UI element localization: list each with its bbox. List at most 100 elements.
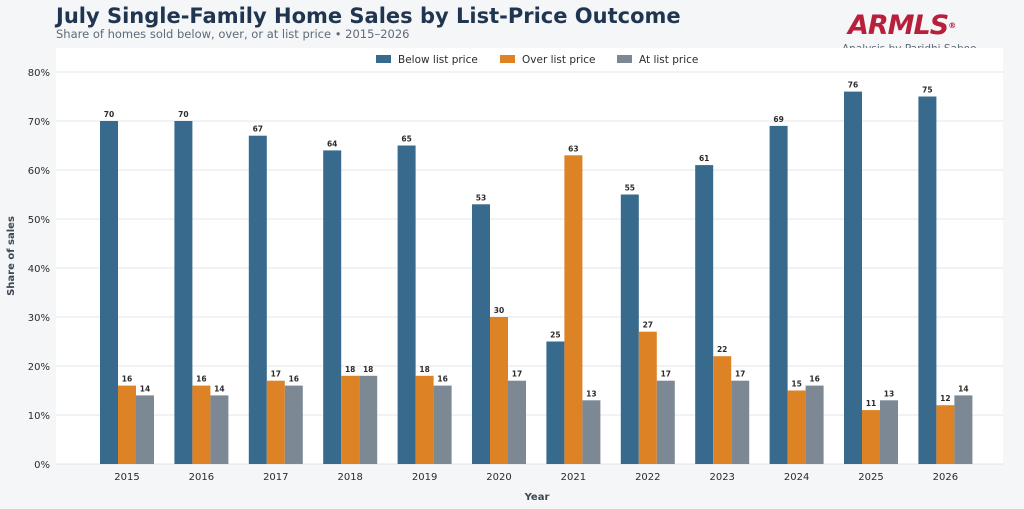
legend-label: At list price [639,54,698,66]
bar-over-list [936,405,955,464]
data-label: 13 [586,389,596,398]
data-label: 16 [289,375,299,384]
data-label: 17 [271,370,281,379]
data-labels: 70 16 14 70 16 14 67 17 16 64 18 18 65 18 16 53 30 17 25 63… [104,81,969,409]
legend: Below list price Over list price At list p… [376,54,698,66]
bar-at-list [359,375,378,464]
x-tick-label: 2022 [635,472,660,483]
data-label: 64 [327,139,337,148]
bar-below-list [248,135,267,464]
bar-below-list [620,194,639,464]
bar-below-list [323,150,342,464]
bar-over-list [638,331,657,464]
data-label: 70 [104,110,114,119]
x-axis-ticks: 2015 2016 2017 2018 2019 2020 2021 2022 2023 2024… [114,472,958,483]
bar-below-list [100,121,118,464]
data-label: 61 [699,154,709,163]
bar-over-list [564,155,583,465]
bar-at-list [880,400,898,464]
chart-subtitle: Share of homes sold below, over, or at l… [56,27,410,41]
x-tick-label: 2025 [858,472,883,483]
x-axis-label: Year [524,492,550,503]
data-label: 17 [735,370,745,379]
bars [100,91,973,465]
logo-registered-mark: ® [948,21,956,30]
data-label: 17 [661,370,671,379]
x-tick-label: 2015 [114,472,139,483]
data-label: 11 [866,399,876,408]
bar-at-list [433,385,452,464]
data-label: 16 [196,375,206,384]
y-tick-label: 0% [34,460,50,471]
x-tick-label: 2017 [263,472,288,483]
bar-at-list [136,395,154,464]
bar-below-list [397,145,416,464]
data-label: 17 [512,370,522,379]
data-label: 75 [922,86,932,95]
bar-over-list [266,380,285,464]
bar-at-list [731,380,750,464]
armls-logo: ARMLS® [848,12,956,40]
legend-label: Below list price [398,54,478,66]
bar-over-list [415,375,434,464]
bar-at-list [210,395,229,464]
data-label: 55 [625,184,635,193]
x-tick-label: 2021 [561,472,586,483]
y-axis-ticks: 0% 10% 20% 30% 40% 50% 60% 70% 80% [28,68,50,471]
bar-over-list [787,390,806,464]
y-tick-label: 40% [28,264,50,275]
data-label: 14 [958,384,968,393]
legend-swatch [376,55,391,63]
bar-over-list [713,356,732,464]
data-label: 30 [494,306,504,315]
x-tick-label: 2026 [933,472,958,483]
bar-over-list [490,317,508,464]
data-label: 15 [791,380,801,389]
data-label: 18 [419,365,429,374]
y-tick-label: 50% [28,215,50,226]
data-label: 69 [773,115,783,124]
y-tick-label: 10% [28,411,50,422]
bar-at-list [954,395,973,464]
data-label: 16 [437,375,447,384]
data-label: 14 [214,384,224,393]
bar-below-list [174,121,193,464]
bar-at-list [508,380,526,464]
data-label: 16 [122,375,132,384]
x-tick-label: 2020 [486,472,511,483]
data-label: 16 [809,375,819,384]
data-label: 76 [848,81,858,90]
data-label: 67 [253,125,263,134]
bar-below-list [472,204,490,465]
data-label: 65 [401,135,411,144]
bar-below-list [695,165,714,464]
data-label: 18 [345,365,355,374]
data-label: 70 [178,110,188,119]
data-label: 18 [363,365,373,374]
bar-over-list [192,385,211,464]
x-tick-label: 2023 [709,472,734,483]
bar-over-list [118,385,136,464]
x-tick-label: 2018 [337,472,362,483]
x-tick-label: 2019 [412,472,437,483]
data-label: 14 [140,384,150,393]
y-tick-label: 70% [28,117,50,128]
x-tick-label: 2016 [189,472,214,483]
bar-below-list [769,125,788,465]
data-label: 12 [940,394,950,403]
y-tick-label: 30% [28,313,50,324]
bar-at-list [656,380,675,464]
y-axis-label: Share of sales [6,216,17,296]
data-label: 13 [884,389,894,398]
bar-below-list [546,341,565,464]
bar-over-list [862,410,880,464]
data-label: 22 [717,345,727,354]
data-label: 25 [550,331,560,340]
x-tick-label: 2024 [784,472,809,483]
legend-label: Over list price [522,54,596,66]
y-tick-label: 60% [28,166,50,177]
data-label: 27 [643,321,653,330]
bar-at-list [805,385,824,464]
legend-swatch [617,55,632,63]
